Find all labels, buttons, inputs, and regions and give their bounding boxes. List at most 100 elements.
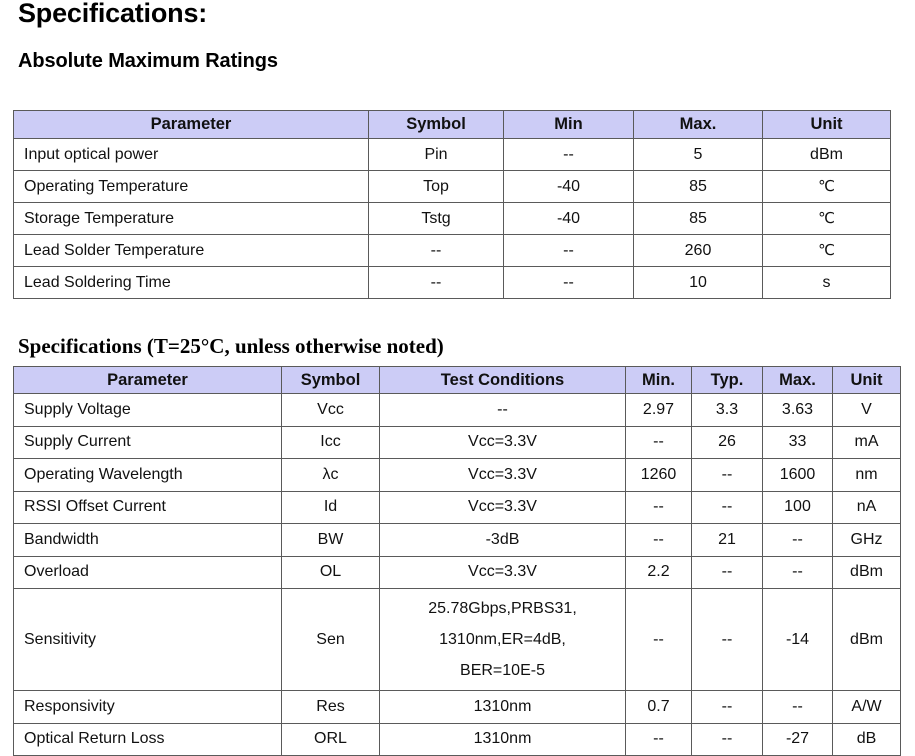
column-header-max: Max. — [762, 366, 833, 394]
table-row: Overload OL Vcc=3.3V 2.2 -- -- dBm — [13, 555, 901, 589]
cell-test-conditions: -- — [379, 393, 626, 427]
cell-typ: 3.3 — [691, 393, 763, 427]
cell-symbol: Sen — [281, 588, 380, 691]
cell-max: 10 — [633, 266, 763, 299]
cell-test-conditions: 1310nm — [379, 690, 626, 724]
cell-parameter: RSSI Offset Current — [13, 490, 282, 524]
cell-unit: ℃ — [762, 234, 891, 267]
cell-min: -- — [503, 266, 634, 299]
cell-max: 100 — [762, 490, 833, 524]
cell-parameter: Overload — [13, 555, 282, 589]
cell-test-conditions: Vcc=3.3V — [379, 425, 626, 459]
table-row: Responsivity Res 1310nm 0.7 -- -- A/W — [13, 690, 901, 724]
test-condition-line: 1310nm,ER=4dB, — [439, 631, 566, 648]
cell-max: 1600 — [762, 458, 833, 492]
cell-unit: nm — [832, 458, 901, 492]
cell-unit: s — [762, 266, 891, 299]
column-header-typ: Typ. — [691, 366, 763, 394]
test-condition-line: 25.78Gbps,PRBS31, — [428, 600, 577, 617]
cell-typ: -- — [691, 690, 763, 724]
column-header-symbol: Symbol — [368, 110, 504, 139]
absolute-maximum-ratings-table: Parameter Symbol Min Max. Unit Input opt… — [13, 110, 891, 299]
cell-test-conditions: Vcc=3.3V — [379, 490, 626, 524]
cell-symbol: Icc — [281, 425, 380, 459]
cell-unit: A/W — [832, 690, 901, 724]
column-header-unit: Unit — [762, 110, 891, 139]
cell-symbol: -- — [368, 234, 504, 267]
celsius-symbol: ℃ — [818, 241, 835, 259]
page-title: Specifications: — [18, 0, 208, 28]
section-heading-absolute-maximum-ratings: Absolute Maximum Ratings — [18, 50, 278, 72]
cell-unit: dBm — [762, 138, 891, 171]
test-condition-line: BER=10E-5 — [460, 662, 545, 679]
cell-unit: ℃ — [762, 202, 891, 235]
cell-symbol: ORL — [281, 722, 380, 756]
cell-symbol: Tstg — [368, 202, 504, 235]
column-header-test-conditions: Test Conditions — [379, 366, 626, 394]
cell-min: -- — [503, 234, 634, 267]
table-row: Optical Return Loss ORL 1310nm -- -- -27 dB — [13, 722, 901, 756]
cell-typ: -- — [691, 490, 763, 524]
cell-max: 5 — [633, 138, 763, 171]
cell-parameter: Responsivity — [13, 690, 282, 724]
cell-typ: -- — [691, 555, 763, 589]
table-header-row: Parameter Symbol Min Max. Unit — [13, 110, 891, 139]
cell-min: 2.2 — [625, 555, 692, 589]
column-header-min: Min. — [625, 366, 692, 394]
cell-max: -- — [762, 690, 833, 724]
cell-symbol: Top — [368, 170, 504, 203]
table-row: Sensitivity Sen 25.78Gbps,PRBS31, 1310nm,ER… — [13, 588, 901, 691]
celsius-symbol: ℃ — [818, 177, 835, 195]
cell-min: -40 — [503, 202, 634, 235]
cell-typ: -- — [691, 588, 763, 691]
cell-max: 85 — [633, 202, 763, 235]
table-row: Lead Soldering Time -- -- 10 s — [13, 266, 891, 299]
column-header-parameter: Parameter — [13, 366, 282, 394]
cell-max: -- — [762, 523, 833, 557]
table-row: Input optical power Pin -- 5 dBm — [13, 138, 891, 171]
cell-typ: -- — [691, 458, 763, 492]
cell-test-conditions: 1310nm — [379, 722, 626, 756]
cell-parameter: Storage Temperature — [13, 202, 369, 235]
cell-min: -- — [625, 588, 692, 691]
cell-min: -- — [503, 138, 634, 171]
cell-symbol: Id — [281, 490, 380, 524]
column-header-unit: Unit — [832, 366, 901, 394]
table-row: Supply Voltage Vcc -- 2.97 3.3 3.63 V — [13, 393, 901, 427]
cell-parameter: Lead Solder Temperature — [13, 234, 369, 267]
cell-max: 33 — [762, 425, 833, 459]
cell-unit: dB — [832, 722, 901, 756]
cell-min: -40 — [503, 170, 634, 203]
cell-symbol: Res — [281, 690, 380, 724]
cell-max: 85 — [633, 170, 763, 203]
table-row: Operating Temperature Top -40 85 ℃ — [13, 170, 891, 203]
cell-typ: 26 — [691, 425, 763, 459]
cell-parameter: Bandwidth — [13, 523, 282, 557]
cell-max: -27 — [762, 722, 833, 756]
cell-parameter: Operating Wavelength — [13, 458, 282, 492]
cell-parameter: Operating Temperature — [13, 170, 369, 203]
cell-min: -- — [625, 722, 692, 756]
section-heading-specifications: Specifications (T=25°C, unless otherwise… — [18, 334, 444, 358]
cell-symbol: Vcc — [281, 393, 380, 427]
cell-min: 1260 — [625, 458, 692, 492]
cell-parameter: Sensitivity — [13, 588, 282, 691]
cell-unit: dBm — [832, 588, 901, 691]
cell-parameter: Supply Voltage — [13, 393, 282, 427]
cell-unit: V — [832, 393, 901, 427]
cell-min: -- — [625, 425, 692, 459]
column-header-symbol: Symbol — [281, 366, 380, 394]
cell-min: 2.97 — [625, 393, 692, 427]
cell-unit: mA — [832, 425, 901, 459]
table-row: Supply Current Icc Vcc=3.3V -- 26 33 mA — [13, 425, 901, 459]
cell-parameter: Optical Return Loss — [13, 722, 282, 756]
cell-test-conditions: Vcc=3.3V — [379, 458, 626, 492]
column-header-min: Min — [503, 110, 634, 139]
column-header-max: Max. — [633, 110, 763, 139]
cell-max: -- — [762, 555, 833, 589]
cell-parameter: Supply Current — [13, 425, 282, 459]
cell-symbol: Pin — [368, 138, 504, 171]
cell-symbol: λc — [281, 458, 380, 492]
cell-min: -- — [625, 490, 692, 524]
